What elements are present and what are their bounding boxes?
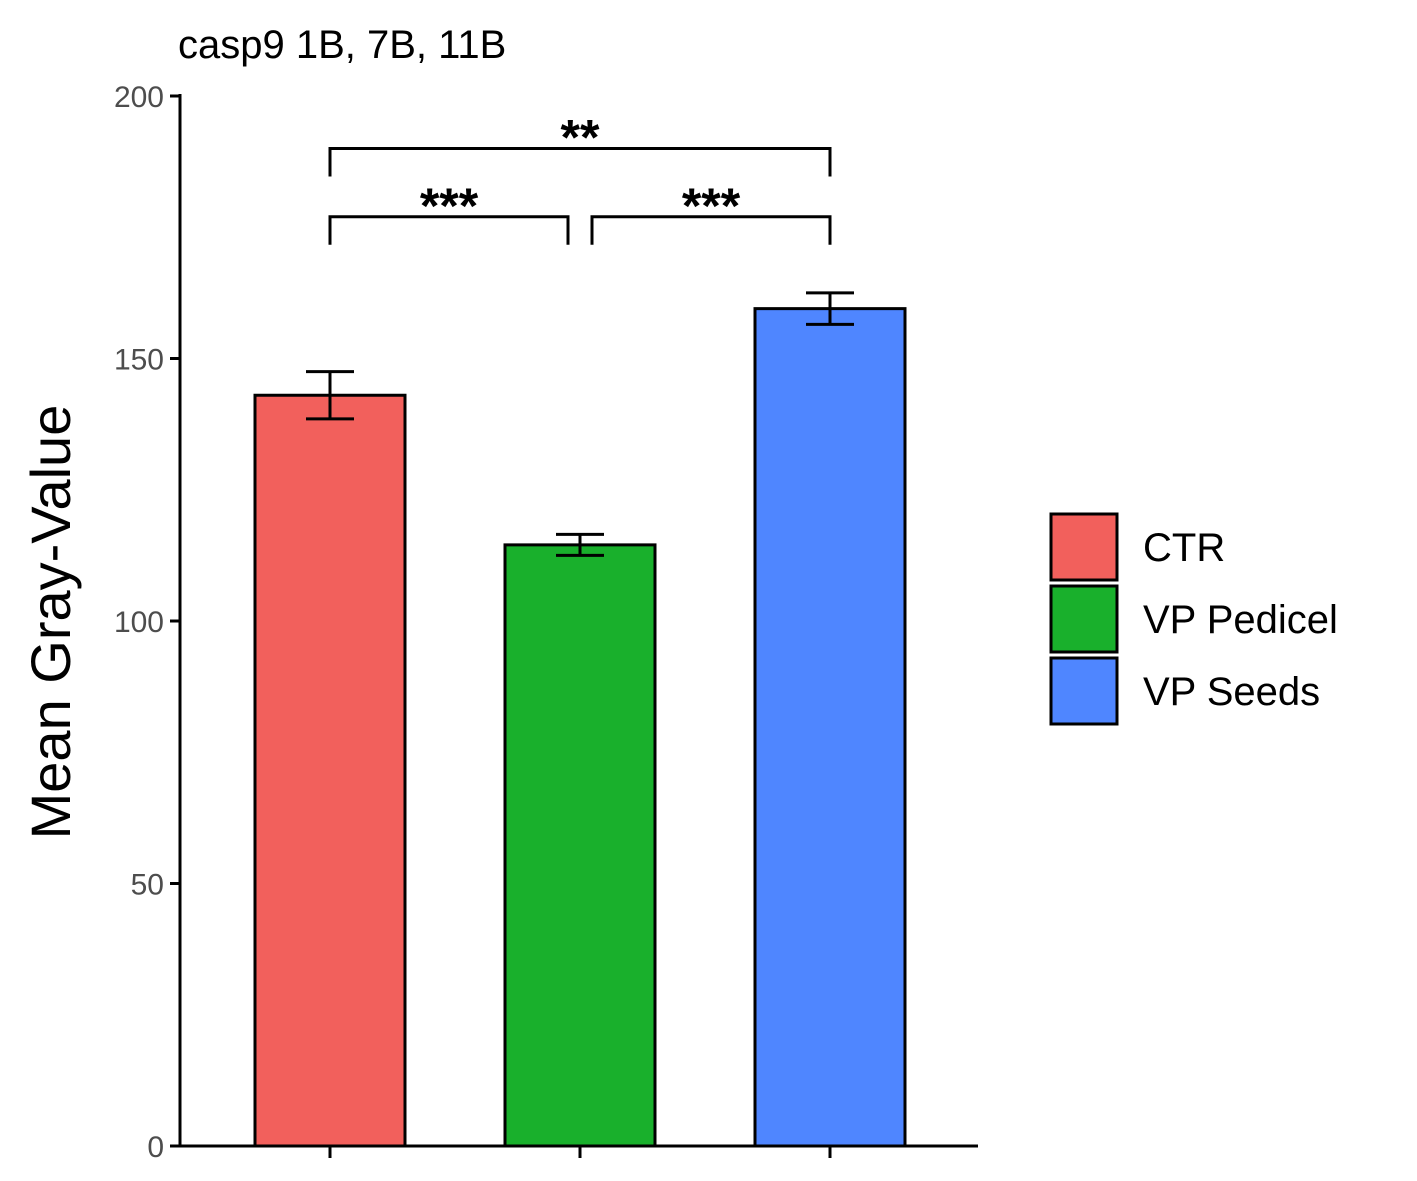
legend-label-1: VP Pedicel <box>1143 598 1338 642</box>
y-tick-label-2: 100 <box>114 606 164 639</box>
bar-2 <box>753 307 907 1148</box>
legend-label-2: VP Seeds <box>1143 670 1320 714</box>
y-tick-label-4: 200 <box>114 81 164 114</box>
significance-bracket-1 <box>590 215 832 245</box>
significance-bracket-2 <box>328 147 832 177</box>
bar-0 <box>253 393 407 1148</box>
y-tick-label-1: 50 <box>131 869 164 902</box>
significance-bracket-0 <box>328 215 570 245</box>
bar-1 <box>503 543 657 1148</box>
legend-key-0 <box>1049 512 1119 582</box>
y-axis-label: Mean Gray-Value <box>19 405 82 840</box>
chart-title: casp9 1B, 7B, 11B <box>178 23 506 67</box>
significance-label-1: *** <box>682 178 741 234</box>
significance-label-0: *** <box>420 178 479 234</box>
y-tick-label-3: 150 <box>114 344 164 377</box>
legend: CTR VP Pedicel VP Seeds <box>1049 512 1338 726</box>
y-tick-label-0: 0 <box>147 1131 164 1164</box>
significance-label-2: ** <box>561 110 600 166</box>
legend-label-0: CTR <box>1143 526 1225 570</box>
legend-key-2 <box>1049 656 1119 726</box>
legend-key-1 <box>1049 584 1119 654</box>
